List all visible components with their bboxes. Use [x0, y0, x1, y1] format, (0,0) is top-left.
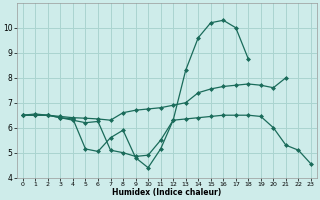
X-axis label: Humidex (Indice chaleur): Humidex (Indice chaleur) [112, 188, 221, 197]
